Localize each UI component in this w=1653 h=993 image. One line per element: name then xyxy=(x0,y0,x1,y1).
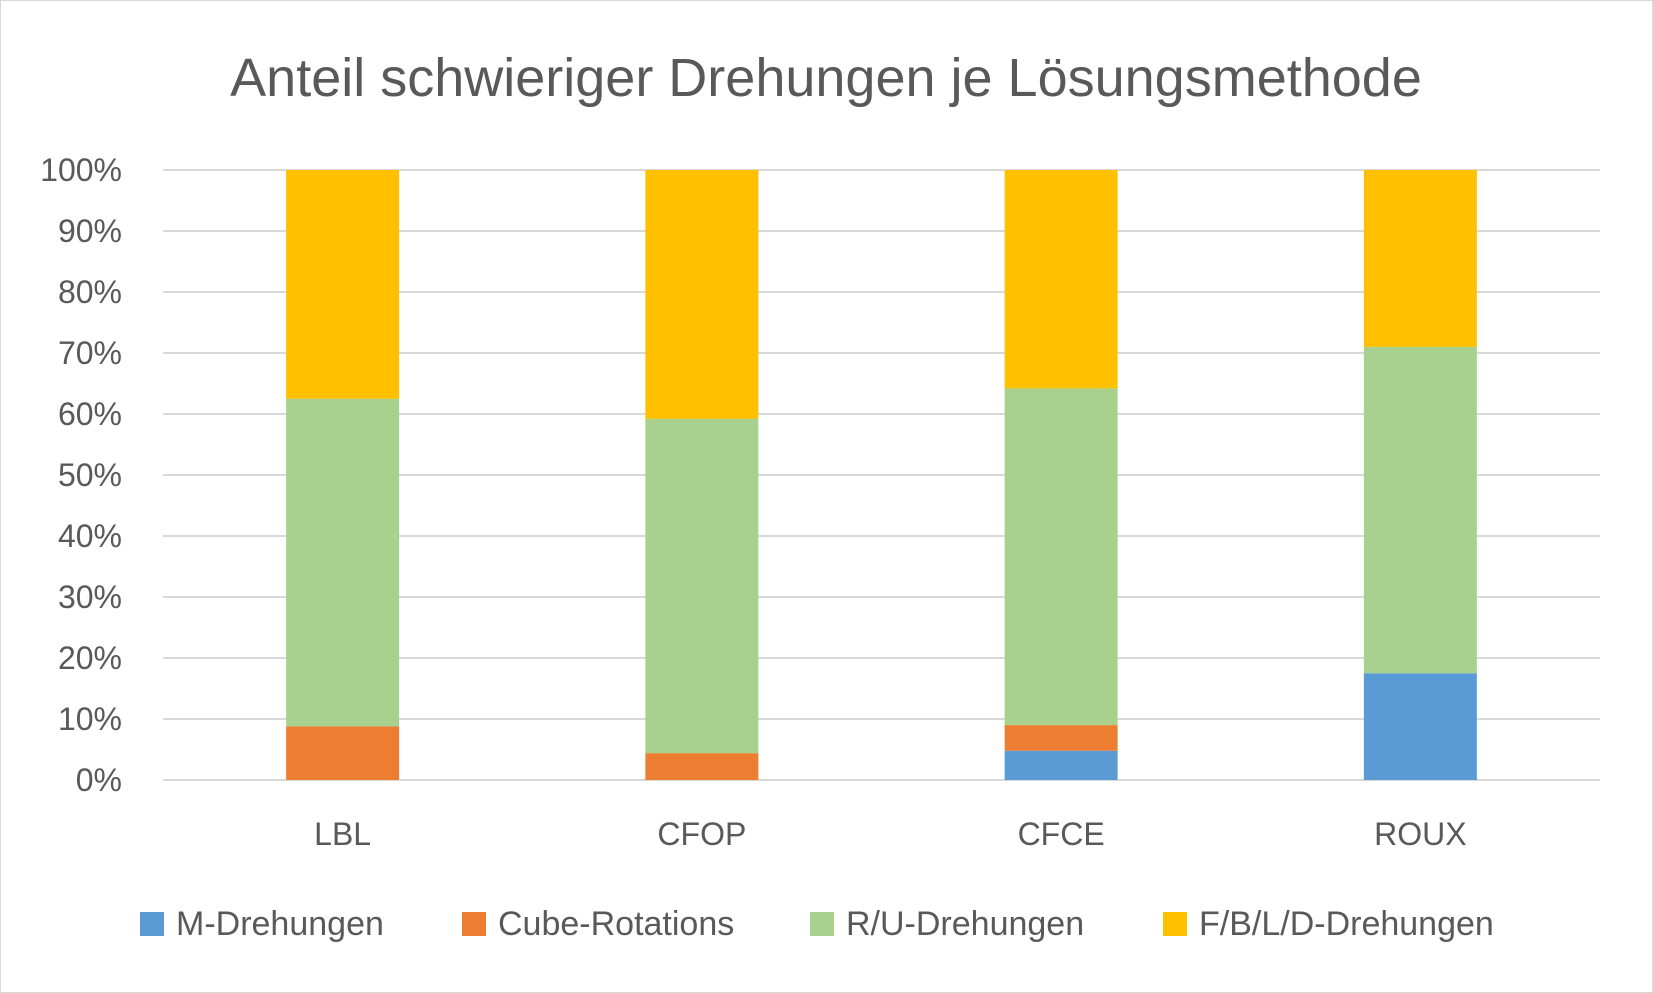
y-tick-label: 20% xyxy=(58,640,122,676)
legend-label: Cube-Rotations xyxy=(498,905,734,943)
bar-segment xyxy=(1363,346,1477,674)
legend-swatch xyxy=(462,912,486,936)
y-tick-label: 70% xyxy=(58,335,122,371)
x-axis-categories: LBL CFOP CFCE ROUX xyxy=(314,816,1466,852)
bar-segment xyxy=(1004,725,1118,751)
x-category-label: LBL xyxy=(314,816,371,852)
y-tick-label: 10% xyxy=(58,701,122,737)
legend-swatch xyxy=(1163,912,1187,936)
y-tick-label: 30% xyxy=(58,579,122,615)
y-tick-label: 100% xyxy=(40,152,122,188)
bar-segment xyxy=(645,418,759,754)
bar-segment xyxy=(286,726,400,780)
legend-swatch xyxy=(810,912,834,936)
y-axis-ticks: 0% 10% 20% 30% 40% 50% 60% 70% 80% 90% 100% xyxy=(40,152,122,798)
bar-segment xyxy=(1004,388,1118,726)
bar-segment xyxy=(286,398,400,727)
bars xyxy=(286,170,1477,780)
bar-segment xyxy=(1004,750,1118,780)
legend-label: R/U-Drehungen xyxy=(846,905,1084,943)
y-tick-label: 60% xyxy=(58,396,122,432)
x-category-label: CFOP xyxy=(657,816,746,852)
bar-segment xyxy=(1363,673,1477,780)
y-tick-label: 0% xyxy=(76,762,122,798)
gridlines xyxy=(163,169,1600,781)
bar-segment xyxy=(645,753,759,780)
y-tick-label: 40% xyxy=(58,518,122,554)
legend-label: F/B/L/D-Drehungen xyxy=(1199,905,1494,943)
bar-segment xyxy=(1363,170,1477,347)
x-category-label: ROUX xyxy=(1374,816,1466,852)
legend-swatch xyxy=(140,912,164,936)
bar-segment xyxy=(286,170,400,399)
legend-label: M-Drehungen xyxy=(176,905,384,943)
bar-segment xyxy=(1004,170,1118,389)
legend: M-Drehungen Cube-Rotations R/U-Drehungen F/… xyxy=(140,905,1494,943)
x-category-label: CFCE xyxy=(1018,816,1105,852)
y-tick-label: 50% xyxy=(58,457,122,493)
bar-segment xyxy=(645,170,759,419)
y-tick-label: 80% xyxy=(58,274,122,310)
y-tick-label: 90% xyxy=(58,213,122,249)
chart-title: Anteil schwieriger Drehungen je Lösungsm… xyxy=(230,48,1422,108)
